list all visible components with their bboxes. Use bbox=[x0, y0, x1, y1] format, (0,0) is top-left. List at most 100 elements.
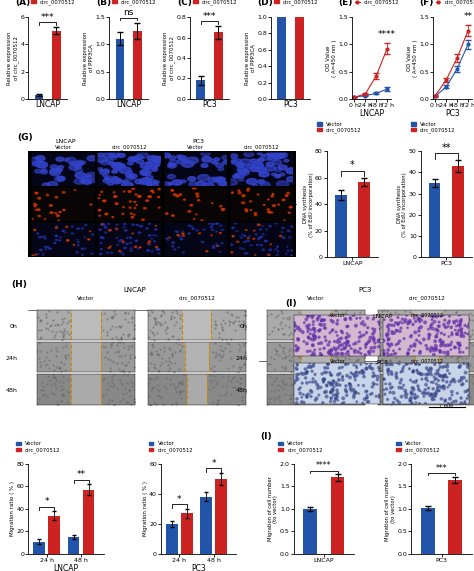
Point bbox=[431, 344, 439, 353]
Point bbox=[441, 370, 449, 379]
Point bbox=[352, 393, 360, 402]
Point bbox=[382, 385, 389, 395]
Point bbox=[278, 353, 286, 362]
Point bbox=[215, 329, 222, 338]
Point bbox=[289, 334, 296, 343]
Point bbox=[338, 363, 346, 372]
Point bbox=[336, 341, 344, 350]
Circle shape bbox=[118, 164, 125, 168]
Point bbox=[353, 361, 360, 371]
Point bbox=[339, 372, 346, 381]
Point bbox=[432, 392, 439, 401]
Point bbox=[342, 305, 350, 315]
Point bbox=[408, 372, 416, 381]
Point bbox=[387, 316, 395, 325]
Point bbox=[398, 392, 405, 401]
Point bbox=[215, 333, 223, 342]
Point bbox=[144, 365, 152, 374]
Point bbox=[292, 379, 300, 388]
Text: (B): (B) bbox=[96, 0, 111, 6]
Point bbox=[364, 313, 371, 323]
Point bbox=[405, 349, 412, 358]
Point bbox=[342, 315, 349, 324]
Point bbox=[147, 387, 155, 396]
Point bbox=[465, 381, 472, 391]
Point bbox=[310, 348, 317, 357]
Point bbox=[311, 327, 319, 336]
Point bbox=[327, 378, 334, 387]
Point bbox=[109, 357, 117, 367]
Point bbox=[363, 340, 371, 349]
Point bbox=[383, 348, 391, 357]
Circle shape bbox=[146, 175, 153, 179]
Point bbox=[369, 329, 377, 339]
Point bbox=[417, 369, 424, 379]
Text: (E): (E) bbox=[339, 0, 353, 6]
Point bbox=[396, 319, 404, 328]
Point bbox=[218, 324, 225, 333]
Point bbox=[324, 364, 331, 373]
Point bbox=[51, 330, 58, 339]
Point bbox=[332, 378, 339, 387]
Point bbox=[52, 328, 60, 337]
Point bbox=[43, 392, 50, 401]
Point bbox=[430, 395, 438, 404]
Point bbox=[439, 363, 447, 372]
Circle shape bbox=[196, 181, 205, 186]
Point bbox=[340, 398, 348, 407]
Circle shape bbox=[280, 152, 286, 155]
Circle shape bbox=[135, 155, 143, 159]
Point bbox=[466, 331, 474, 340]
Point bbox=[176, 347, 184, 356]
Point bbox=[463, 397, 471, 407]
Point bbox=[319, 398, 327, 407]
Point bbox=[341, 387, 348, 396]
Point bbox=[448, 328, 456, 337]
Point bbox=[358, 323, 366, 332]
Circle shape bbox=[88, 239, 90, 240]
Point bbox=[357, 337, 365, 347]
Point bbox=[227, 377, 235, 386]
Point bbox=[384, 365, 392, 374]
Point bbox=[293, 398, 301, 407]
Point bbox=[124, 317, 132, 327]
Circle shape bbox=[274, 167, 282, 171]
Point bbox=[128, 340, 136, 349]
Circle shape bbox=[90, 231, 91, 232]
Circle shape bbox=[282, 237, 285, 238]
Point bbox=[418, 316, 425, 325]
Point bbox=[333, 319, 341, 328]
Point bbox=[464, 377, 472, 387]
Text: 0h: 0h bbox=[240, 324, 248, 329]
Point bbox=[301, 318, 308, 327]
Point bbox=[440, 348, 448, 357]
Circle shape bbox=[169, 237, 170, 238]
Point bbox=[149, 343, 157, 352]
Point bbox=[452, 346, 459, 355]
Point bbox=[294, 340, 301, 349]
Point bbox=[353, 363, 361, 372]
Point bbox=[415, 337, 423, 347]
Point bbox=[465, 314, 473, 323]
Point bbox=[365, 349, 373, 358]
Circle shape bbox=[182, 161, 194, 167]
Circle shape bbox=[124, 247, 126, 248]
Circle shape bbox=[221, 182, 229, 187]
Point bbox=[410, 346, 418, 355]
Point bbox=[387, 367, 395, 376]
Point bbox=[110, 370, 118, 379]
Point bbox=[427, 321, 435, 331]
Point bbox=[63, 397, 71, 407]
Point bbox=[359, 358, 367, 367]
Circle shape bbox=[206, 251, 208, 252]
Point bbox=[416, 317, 423, 327]
Point bbox=[293, 395, 301, 404]
Circle shape bbox=[129, 207, 131, 208]
Point bbox=[438, 345, 446, 354]
Point bbox=[305, 333, 312, 343]
Circle shape bbox=[76, 252, 78, 253]
Circle shape bbox=[100, 248, 102, 250]
Circle shape bbox=[74, 178, 85, 184]
Point bbox=[456, 311, 464, 320]
Point bbox=[368, 389, 376, 398]
